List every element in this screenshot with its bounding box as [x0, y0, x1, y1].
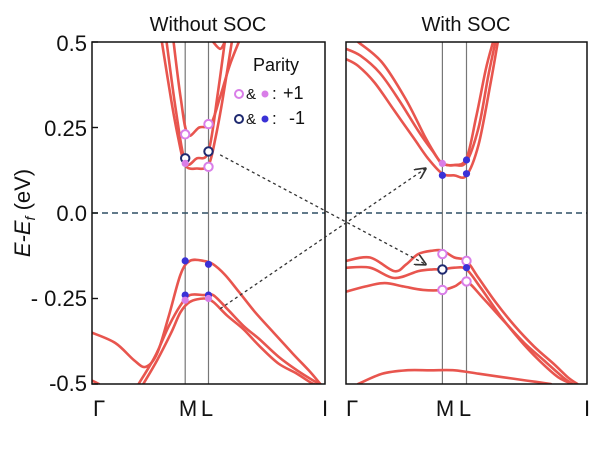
parity-minus-marker: [438, 171, 446, 179]
parity-legend: Parity & : +1 & : -1: [234, 55, 305, 128]
x-tick-label-l-left: L: [201, 396, 213, 421]
y-axis-label-unit: (eV): [10, 169, 35, 217]
parity-minus-marker: [181, 291, 189, 299]
panel-frame: [345, 41, 588, 385]
panel-plot-area-with-soc: [346, 42, 587, 384]
legend-title: Parity: [253, 55, 299, 75]
band-line: [346, 42, 500, 180]
legend-amp: &: [246, 111, 256, 128]
legend-amp: &: [246, 86, 256, 103]
band-line: [137, 292, 322, 384]
legend-label-minus: -1: [289, 108, 305, 128]
legend-open-marker-minus: [234, 114, 244, 124]
parity-plus-marker: [181, 159, 189, 168]
parity-minus-marker: [181, 257, 189, 265]
parity-plus-marker: [461, 255, 472, 267]
x-tick-label-gamma-right: Γ: [346, 396, 358, 421]
y-tick-labels: 0.5 0.25 0.0 - 0.25 -0.5: [31, 31, 87, 396]
parity-plus-marker: [181, 296, 189, 304]
x-tick-label-i-right: I: [584, 396, 590, 421]
parity-minus-marker: [462, 156, 471, 164]
parity-plus-marker: [437, 248, 448, 260]
parity-plus-marker: [204, 294, 213, 303]
y-tick-label: 0.0: [56, 201, 87, 226]
y-axis-label: E-Ef (eV): [10, 169, 38, 257]
band-line: [165, 42, 227, 167]
x-tick-labels: Γ M L I Γ M L I: [93, 396, 590, 421]
parity-minus-marker: [437, 264, 448, 275]
parity-plus-marker: [180, 129, 191, 140]
y-tick-label: 0.5: [56, 31, 87, 56]
legend-colon: :: [272, 109, 277, 128]
legend-colon: :: [272, 84, 277, 103]
parity-minus-marker: [462, 264, 471, 272]
panel-title-without-soc: Without SOC: [150, 14, 267, 36]
y-tick-label: -0.5: [49, 371, 87, 396]
band-line: [211, 42, 227, 51]
legend-filled-marker-minus: [261, 115, 269, 123]
parity-plus-marker: [438, 159, 446, 168]
x-tick-label-gamma-left: Γ: [93, 396, 105, 421]
parity-minus-marker: [204, 260, 213, 268]
x-tick-label-l-right: L: [459, 396, 471, 421]
band-inversion-arrow: [219, 154, 425, 264]
band-line: [346, 279, 574, 384]
legend-label-plus: +1: [283, 83, 304, 103]
band-line: [356, 368, 553, 384]
y-tick-label: 0.25: [44, 116, 87, 141]
band-line: [160, 42, 234, 171]
legend-filled-marker-plus: [261, 90, 269, 98]
parity-minus-marker: [203, 146, 214, 157]
band-line: [346, 265, 574, 384]
x-tick-label-m-right: M: [436, 396, 454, 421]
band-line: [92, 258, 322, 384]
parity-plus-marker: [461, 276, 472, 287]
parity-plus-marker: [203, 161, 214, 173]
parity-plus-marker: [203, 118, 214, 130]
parity-plus-marker: [437, 284, 448, 296]
band-line: [142, 297, 322, 384]
y-tick-label: - 0.25: [31, 286, 87, 311]
x-tick-label-m-left: M: [179, 396, 197, 421]
band-line: [346, 248, 579, 384]
y-axis-label-main: E-E: [10, 220, 35, 257]
x-tick-label-i-left: I: [322, 396, 328, 421]
band-inversion-arrow: [219, 169, 425, 310]
y-axis-label-subscript: f: [22, 214, 38, 220]
parity-minus-marker: [462, 170, 471, 178]
legend-open-marker-plus: [234, 89, 244, 99]
panel-title-with-soc: With SOC: [422, 14, 511, 36]
